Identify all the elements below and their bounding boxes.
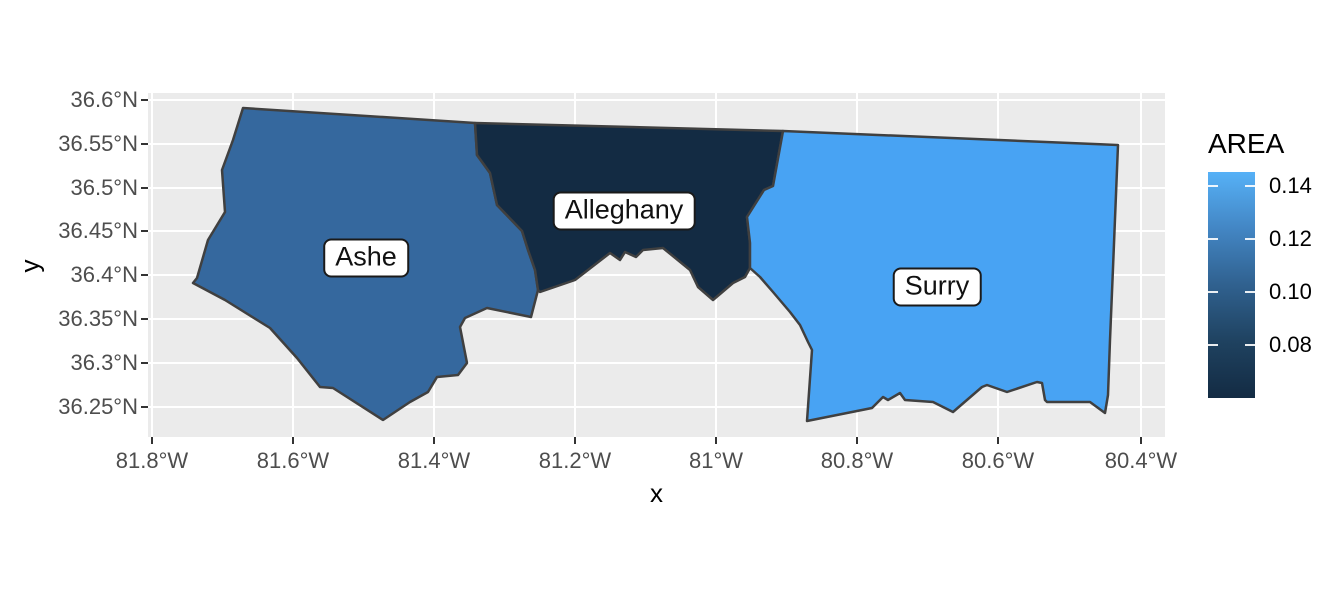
legend-tick-mark bbox=[1245, 291, 1255, 293]
county-label-alleghany: Alleghany bbox=[552, 191, 696, 231]
y-axis-tick-label: 36.6°N bbox=[70, 87, 138, 112]
y-axis-tick-label: 36.55°N bbox=[58, 131, 138, 156]
x-axis-tick-label: 81.6°W bbox=[256, 448, 330, 473]
legend-tick-mark bbox=[1245, 344, 1255, 346]
legend-title: AREA bbox=[1208, 128, 1285, 159]
x-axis-tick-label: 80.4°W bbox=[1104, 448, 1178, 473]
y-axis-tick-label: 36.4°N bbox=[70, 262, 138, 287]
legend-tick-mark bbox=[1208, 291, 1218, 293]
legend-tick-label: 0.10 bbox=[1269, 279, 1312, 304]
x-axis-title: x bbox=[650, 478, 663, 508]
x-axis-tick-label: 81.8°W bbox=[115, 448, 189, 473]
x-axis-tick-label: 81.4°W bbox=[397, 448, 471, 473]
county-label-ashe: Ashe bbox=[323, 238, 409, 278]
legend-tick-mark bbox=[1208, 238, 1218, 240]
county-label-surry: Surry bbox=[892, 267, 982, 307]
legend-tick-mark bbox=[1208, 344, 1218, 346]
legend-tick-mark bbox=[1245, 185, 1255, 187]
y-axis-tick-label: 36.3°N bbox=[70, 350, 138, 375]
x-axis-tick-label: 81.2°W bbox=[538, 448, 612, 473]
x-axis-tick-label: 81°W bbox=[688, 448, 744, 473]
legend-tick-label: 0.08 bbox=[1269, 332, 1312, 357]
y-axis-tick-label: 36.45°N bbox=[58, 218, 138, 243]
y-axis-tick-label: 36.5°N bbox=[70, 175, 138, 200]
x-axis-tick-label: 80.8°W bbox=[820, 448, 894, 473]
legend-tick-label: 0.14 bbox=[1269, 173, 1312, 198]
y-axis-tick-label: 36.25°N bbox=[58, 394, 138, 419]
legend-tick-mark bbox=[1208, 185, 1218, 187]
legend-tick-mark bbox=[1245, 238, 1255, 240]
legend-tick-label: 0.12 bbox=[1269, 226, 1312, 251]
legend-colorbar bbox=[1208, 172, 1255, 398]
y-axis-tick-label: 36.35°N bbox=[58, 306, 138, 331]
x-axis-tick-label: 80.6°W bbox=[961, 448, 1035, 473]
